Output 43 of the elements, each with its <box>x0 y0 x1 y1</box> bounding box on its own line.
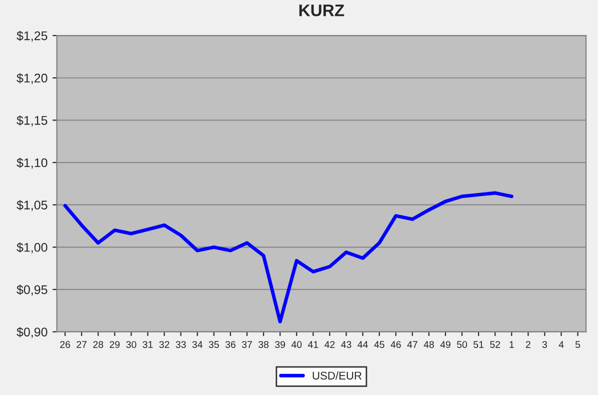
x-tick-label: 35 <box>208 341 219 348</box>
x-tick-label: 42 <box>324 341 335 348</box>
x-tick-label: 48 <box>424 341 434 348</box>
y-tick-label: $1,25 <box>16 30 48 42</box>
x-tick-label: 34 <box>192 341 203 348</box>
x-tick-label: 38 <box>258 341 269 348</box>
x-tick-label: 46 <box>390 341 401 348</box>
x-tick-label: 45 <box>374 341 384 348</box>
x-tick-label: 52 <box>490 341 500 348</box>
x-tick-label: 43 <box>341 341 352 348</box>
x-tick-label: 40 <box>291 341 302 348</box>
legend-label: USD/EUR <box>312 371 362 380</box>
x-tick-label: 4 <box>558 341 564 348</box>
x-tick-label: 50 <box>456 341 468 348</box>
y-tick-label: $1,00 <box>16 242 48 254</box>
x-tick-label: 27 <box>76 341 87 348</box>
y-tick-label: $1,10 <box>16 158 48 169</box>
y-tick-label: $0,95 <box>16 284 48 296</box>
x-tick-label: 3 <box>542 341 547 348</box>
x-tick-label: 49 <box>440 341 450 348</box>
y-tick-label: $1,20 <box>16 73 48 84</box>
x-tick-label: 37 <box>242 341 252 348</box>
x-tick-label: 36 <box>225 341 236 348</box>
chart-title: KURZ <box>299 4 344 16</box>
x-tick-label: 33 <box>176 341 186 348</box>
x-tick-label: 44 <box>358 341 368 348</box>
x-tick-label: 1 <box>510 341 514 348</box>
x-tick-label: 5 <box>575 341 580 348</box>
x-tick-label: 41 <box>308 341 318 348</box>
x-tick-label: 51 <box>474 341 484 348</box>
x-tick-label: 26 <box>60 341 70 348</box>
y-tick-label: $1,15 <box>16 115 48 126</box>
x-tick-label: 39 <box>275 341 286 348</box>
x-tick-label: 31 <box>142 341 153 348</box>
x-tick-label: 32 <box>159 341 170 348</box>
x-tick-label: 2 <box>526 341 530 348</box>
x-tick-label: 30 <box>126 341 136 348</box>
y-tick-label: $1,05 <box>16 200 48 211</box>
x-tick-label: 29 <box>110 341 120 348</box>
x-tick-label: 28 <box>93 341 104 348</box>
x-tick-label: 47 <box>407 341 418 348</box>
y-tick-label: $0,90 <box>16 327 48 338</box>
line-series <box>63 191 514 324</box>
